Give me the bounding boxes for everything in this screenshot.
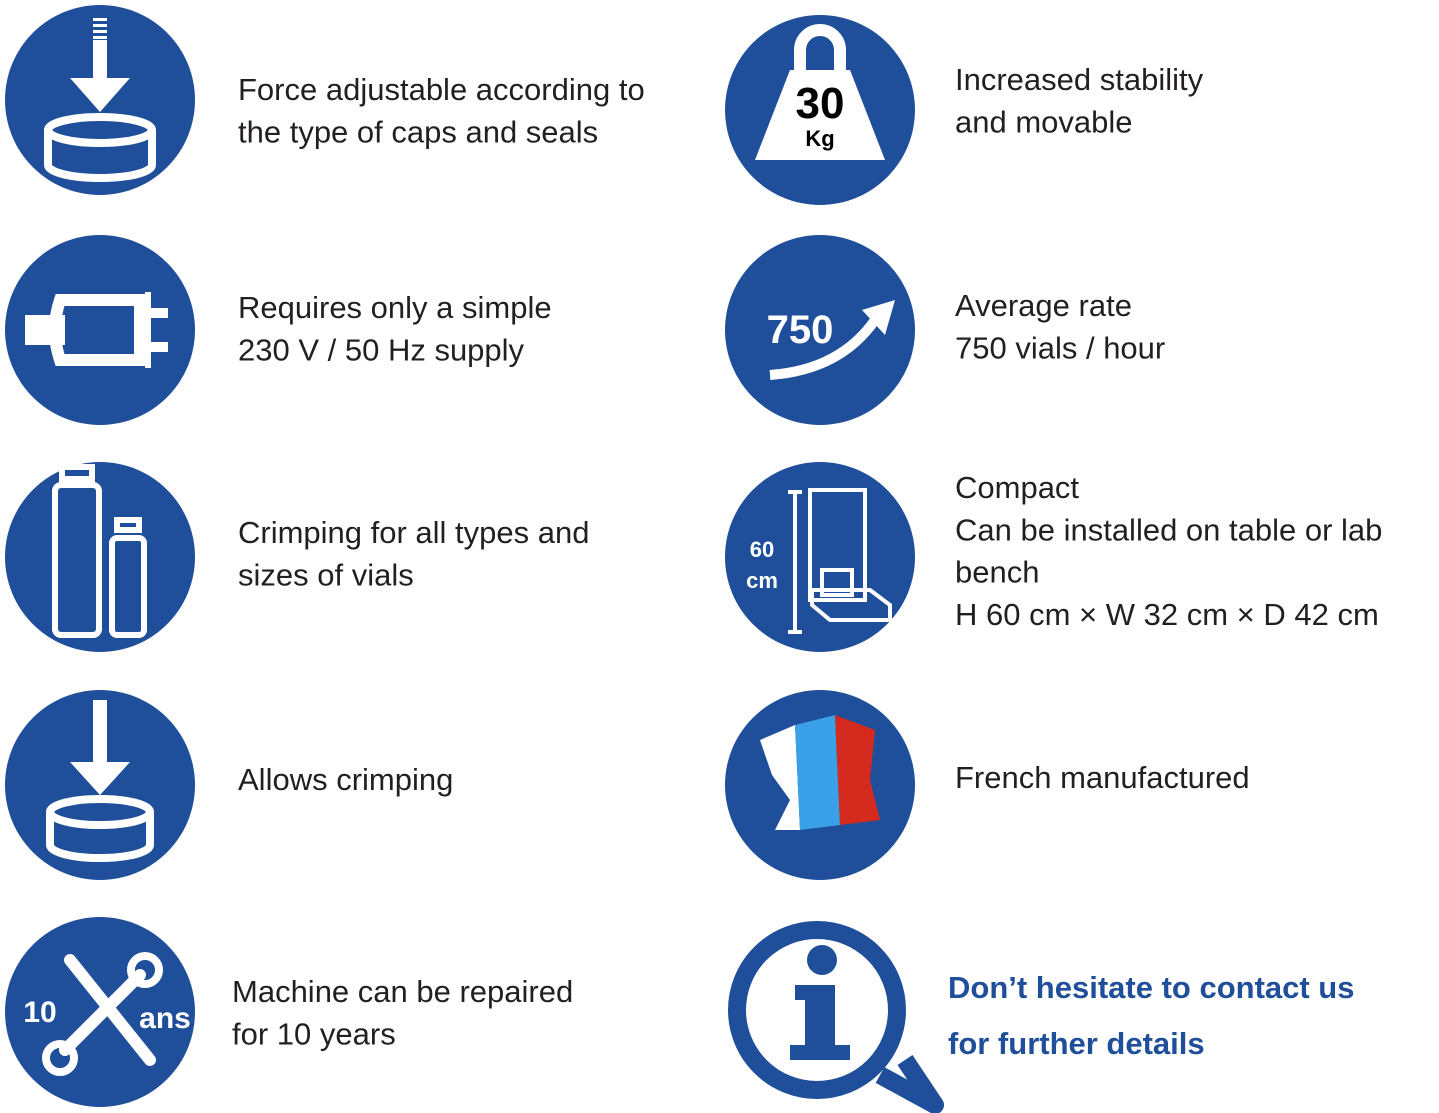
icon-text: ans xyxy=(139,1002,191,1035)
info-icon xyxy=(728,921,944,1113)
plug-icon xyxy=(25,292,168,368)
feature-text: sizes of vials xyxy=(238,557,414,592)
feature-text: French manufactured xyxy=(955,760,1250,795)
feature-text: for 10 years xyxy=(232,1016,396,1051)
feature-text: bench xyxy=(955,555,1039,590)
weight-icon xyxy=(755,24,885,160)
france-icon xyxy=(760,715,880,830)
feature-text: 230 V / 50 Hz supply xyxy=(238,332,525,367)
feature-text: and movable xyxy=(955,104,1133,139)
feature-text: Machine can be repaired xyxy=(232,974,573,1009)
feature-text: H 60 cm × W 32 cm × D 42 cm xyxy=(955,597,1379,632)
feature-text: Crimping for all types and xyxy=(238,515,590,550)
rate-arrow xyxy=(769,300,895,380)
feature-text: 750 vials / hour xyxy=(955,330,1165,365)
feature-text: the type of caps and seals xyxy=(238,114,598,149)
icon-text: 750 xyxy=(767,308,834,352)
tools-icon xyxy=(42,952,163,1076)
feature-text: Can be installed on table or lab xyxy=(955,512,1382,547)
feature-text: Force adjustable according to xyxy=(238,72,645,107)
machine-icon xyxy=(788,488,892,634)
press-icon xyxy=(44,18,156,182)
feature-text: Compact xyxy=(955,470,1079,505)
icon-text: cm xyxy=(746,568,778,593)
crimp-icon xyxy=(46,700,154,862)
icon-text: 30 xyxy=(796,79,845,128)
feature-text: Average rate xyxy=(955,288,1132,323)
icon-text: Kg xyxy=(805,126,834,151)
feature-text: Increased stability xyxy=(955,62,1204,97)
contact-text: for further details xyxy=(948,1026,1205,1061)
feature-text: Requires only a simple xyxy=(238,290,552,325)
icon-text: 60 xyxy=(750,537,774,562)
icon-text: 10 xyxy=(23,996,56,1029)
contact-text: Don’t hesitate to contact us xyxy=(948,970,1354,1005)
feature-text: Allows crimping xyxy=(238,762,453,797)
vials-icon xyxy=(52,464,147,638)
